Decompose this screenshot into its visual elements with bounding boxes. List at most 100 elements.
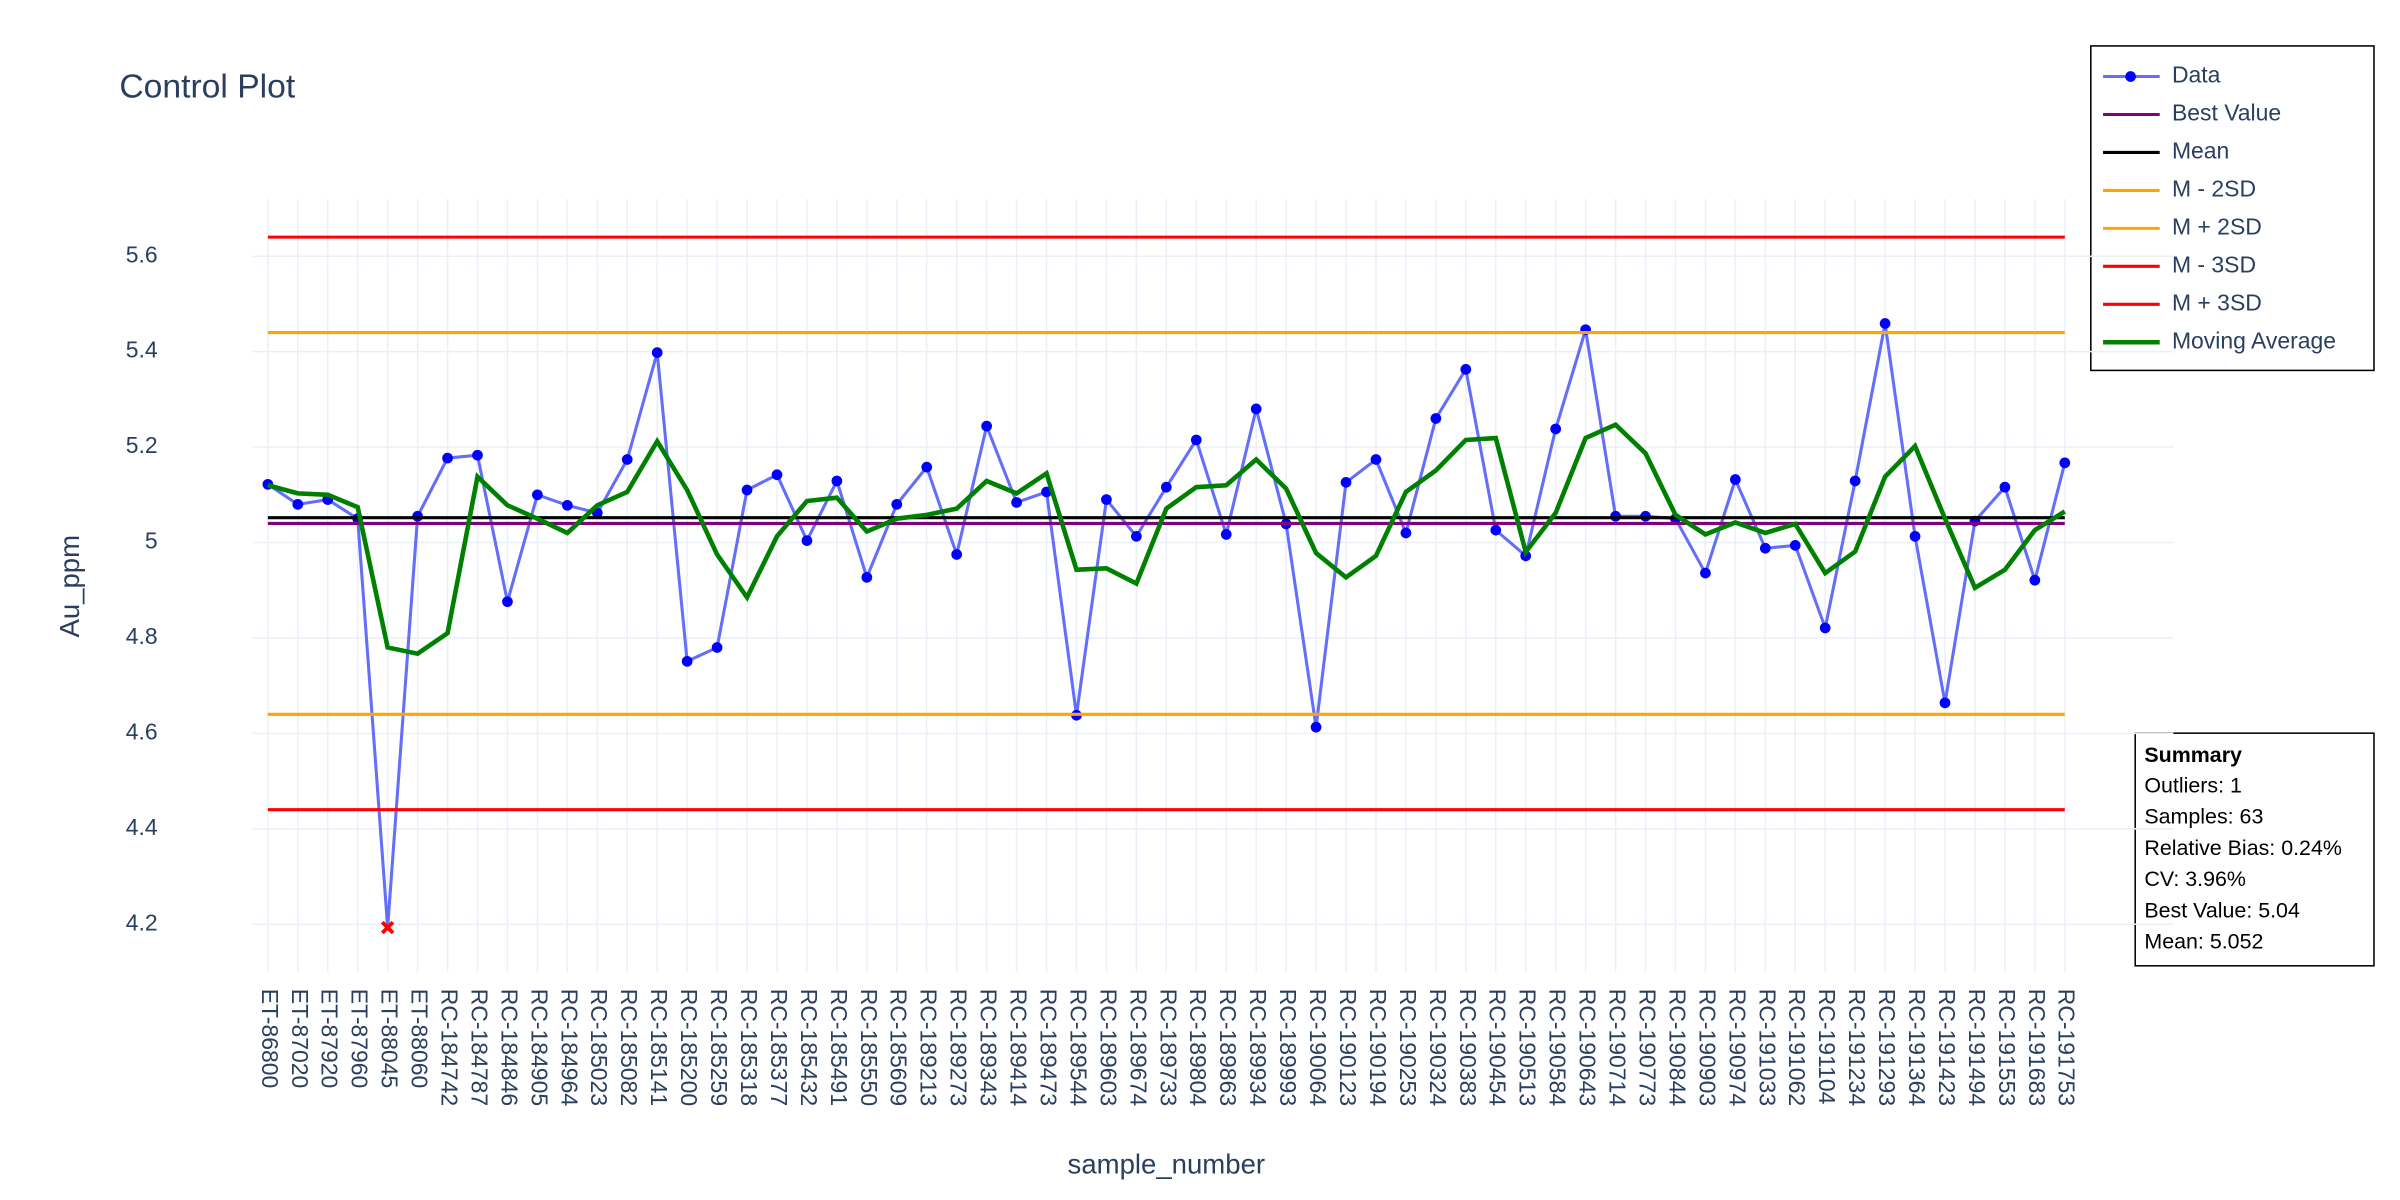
- grid: [252, 198, 2174, 972]
- data-point: [1879, 318, 1891, 329]
- x-tick-label: RC-190714: [1604, 989, 1630, 1107]
- x-tick-label: RC-185609: [886, 989, 912, 1106]
- x-tick-label: ET-88060: [407, 989, 433, 1088]
- outlier-marker: [380, 920, 395, 935]
- x-tick-label: RC-189273: [946, 989, 972, 1106]
- x-tick-label: ET-87020: [287, 989, 313, 1088]
- x-tick-label: RC-189674: [1125, 989, 1151, 1107]
- x-tick-label: RC-190513: [1515, 989, 1541, 1106]
- legend-box: [2090, 45, 2375, 372]
- x-tick-label: RC-191293: [1874, 989, 1900, 1106]
- x-tick-label: RC-184846: [496, 989, 522, 1106]
- x-axis-title: sample_number: [1068, 1149, 1266, 1180]
- x-tick-label: ET-87960: [347, 989, 373, 1088]
- x-tick-label: RC-191683: [2024, 989, 2050, 1106]
- x-tick-label: RC-189804: [1185, 989, 1211, 1107]
- legend-label: Mean: [2172, 138, 2229, 164]
- x-tick-label: RC-191553: [1994, 989, 2020, 1106]
- summary-line: Samples: 63: [2144, 805, 2263, 829]
- data-point: [2059, 457, 2071, 469]
- data-point: [1460, 363, 1472, 375]
- summary-line: CV: 3.96%: [2144, 867, 2246, 891]
- data-point: [1759, 542, 1771, 554]
- summary-line: Best Value: 5.04: [2144, 898, 2300, 922]
- data-point: [831, 475, 843, 487]
- x-tick-label: RC-189603: [1095, 989, 1121, 1106]
- x-tick-label: RC-190584: [1545, 989, 1571, 1107]
- summary-line: Outliers: 1: [2144, 773, 2242, 797]
- x-tick-label: ET-88045: [377, 989, 403, 1088]
- x-tick-label: RC-185023: [586, 989, 612, 1106]
- x-tick-label: RC-190903: [1694, 989, 1720, 1106]
- x-tick-label: RC-191494: [1964, 989, 1990, 1107]
- x-tick-label: RC-189213: [916, 989, 942, 1106]
- x-tick-label: RC-191364: [1904, 989, 1930, 1107]
- data-point: [502, 596, 513, 608]
- data-point: [951, 549, 963, 560]
- x-tick-label: RC-185141: [646, 989, 672, 1106]
- y-tick-label: 5.2: [126, 432, 158, 458]
- data-point: [1909, 530, 1921, 542]
- x-tick-label: RC-191423: [1934, 989, 1960, 1106]
- chart-title: Control Plot: [119, 69, 295, 106]
- x-tick-label: ET-86800: [257, 989, 283, 1088]
- x-tick-label: RC-190123: [1335, 989, 1361, 1106]
- data-point: [1490, 524, 1502, 536]
- y-tick-label: 4.2: [126, 909, 158, 935]
- x-tick-label: RC-185491: [826, 989, 852, 1106]
- x-tick-label: RC-184964: [556, 989, 582, 1107]
- data-point: [1400, 527, 1412, 539]
- x-tick-label: RC-185432: [796, 989, 822, 1106]
- data-point: [1520, 550, 1532, 562]
- data-point: [1789, 540, 1801, 551]
- data-point: [771, 469, 783, 481]
- x-tick-label: RC-189544: [1065, 989, 1091, 1107]
- legend-label: Moving Average: [2172, 327, 2336, 353]
- data-point: [621, 454, 633, 465]
- data-point: [921, 461, 933, 473]
- summary-line: Mean: 5.052: [2144, 930, 2263, 954]
- data-point: [801, 535, 813, 546]
- data-point: [2029, 574, 2041, 586]
- x-tick-label: RC-190324: [1425, 989, 1451, 1107]
- x-tick-label: RC-190773: [1634, 989, 1660, 1106]
- x-tick-label: RC-189733: [1155, 989, 1181, 1106]
- x-tick-label: RC-191033: [1754, 989, 1780, 1106]
- x-tick-label: RC-190253: [1395, 989, 1421, 1106]
- x-tick-label: ET-87920: [317, 989, 343, 1088]
- x-tick-label: RC-190643: [1575, 989, 1601, 1106]
- x-tick-label: RC-190194: [1365, 989, 1391, 1107]
- data-point: [981, 420, 992, 432]
- data-point: [1101, 494, 1112, 505]
- data-point: [1999, 481, 2011, 493]
- data-point: [472, 449, 483, 461]
- data-point: [1160, 481, 1172, 493]
- x-tick-label: RC-190974: [1724, 989, 1750, 1107]
- x-tick-label: RC-184905: [526, 989, 552, 1106]
- summary-line: Relative Bias: 0.24%: [2144, 836, 2342, 860]
- y-tick-label: 5.4: [126, 337, 158, 363]
- data-point: [561, 499, 573, 511]
- data-point: [651, 347, 663, 358]
- x-tick-label: RC-185082: [616, 989, 642, 1106]
- data-point: [711, 642, 723, 653]
- data-point: [1849, 475, 1861, 487]
- data-point: [1730, 474, 1741, 485]
- x-tick-label: RC-185200: [676, 989, 702, 1106]
- data-point: [861, 571, 873, 583]
- data-point: [1131, 530, 1142, 542]
- y-axis-title: Au_ppm: [54, 535, 85, 638]
- data-point: [1700, 567, 1711, 579]
- x-tick-label: RC-185377: [766, 989, 792, 1106]
- x-tick-label: RC-191753: [2054, 989, 2080, 1106]
- data-point: [1550, 423, 1562, 435]
- data-point: [1011, 497, 1022, 508]
- x-tick-label: RC-190454: [1485, 989, 1511, 1107]
- legend-label: M + 3SD: [2172, 289, 2262, 315]
- data-point: [442, 452, 453, 464]
- x-tick-label: RC-191234: [1844, 989, 1870, 1107]
- summary-title: Summary: [2144, 743, 2242, 767]
- x-tick-label: RC-185259: [706, 989, 732, 1106]
